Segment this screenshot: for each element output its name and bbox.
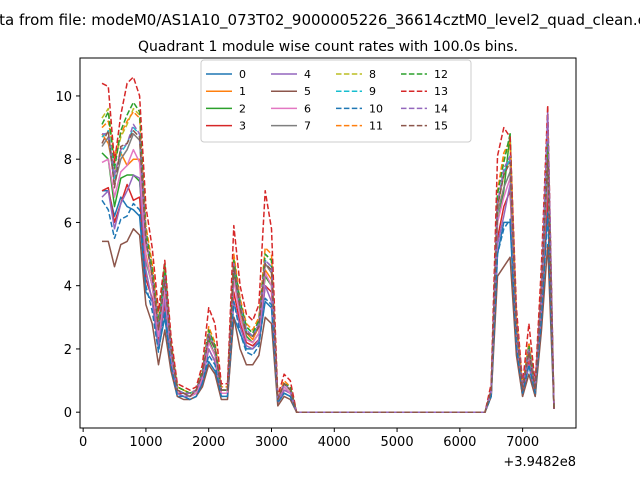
y-tick-label: 4 xyxy=(64,280,72,295)
x-axis: 0 1000 2000 3000 4000 5000 6000 7000 xyxy=(79,428,539,450)
legend-label-10: 10 xyxy=(369,102,383,115)
legend-label-12: 12 xyxy=(434,68,448,81)
legend-label-2: 2 xyxy=(239,102,246,115)
axes-frame xyxy=(79,57,577,429)
y-tick-label: 10 xyxy=(55,90,72,105)
series-line-1 xyxy=(101,133,555,413)
legend-label-3: 3 xyxy=(239,120,246,133)
legend-label-4: 4 xyxy=(304,68,311,81)
legend-label-0: 0 xyxy=(239,68,246,81)
series-line-9 xyxy=(101,126,555,413)
legend-box xyxy=(200,59,472,143)
x-offset-label: +3.9482e8 xyxy=(503,455,576,470)
legend-label-15: 15 xyxy=(434,120,448,133)
series-line-3 xyxy=(101,183,555,413)
x-tick-label: 0 xyxy=(79,435,87,450)
y-tick-label: 6 xyxy=(64,216,72,231)
series-line-10 xyxy=(101,199,555,413)
legend-label-13: 13 xyxy=(434,85,448,98)
y-tick-label: 0 xyxy=(64,406,72,421)
legend-label-7: 7 xyxy=(304,120,311,133)
x-tick-label: 3000 xyxy=(255,435,288,450)
chart-title: Quadrant 1 module wise count rates with … xyxy=(138,39,518,55)
legend-label-14: 14 xyxy=(434,102,448,115)
y-tick-label: 8 xyxy=(64,153,72,168)
series-line-7 xyxy=(101,133,555,413)
series-line-0 xyxy=(102,190,555,413)
legend-label-1: 1 xyxy=(239,85,246,98)
series-line-6 xyxy=(101,148,555,413)
legend-label-11: 11 xyxy=(369,120,383,133)
series-line-15 xyxy=(101,129,555,413)
legend-label-5: 5 xyxy=(304,85,311,98)
x-tick-label: 1000 xyxy=(129,435,162,450)
y-axis: 0 2 4 6 8 10 xyxy=(55,90,80,421)
y-tick-label: 2 xyxy=(64,343,72,358)
series-line-2 xyxy=(101,133,555,413)
legend-label-9: 9 xyxy=(369,85,376,98)
figure-suptitle: Data from file: modeM0/AS1A10_073T02_900… xyxy=(0,11,640,30)
series-layer xyxy=(101,76,555,413)
legend-label-6: 6 xyxy=(304,102,311,115)
x-tick-label: 2000 xyxy=(192,435,225,450)
legend-label-8: 8 xyxy=(369,68,376,81)
x-tick-label: 7000 xyxy=(506,435,539,450)
x-tick-label: 4000 xyxy=(318,435,351,450)
x-tick-label: 6000 xyxy=(443,435,476,450)
x-tick-label: 5000 xyxy=(381,435,414,450)
